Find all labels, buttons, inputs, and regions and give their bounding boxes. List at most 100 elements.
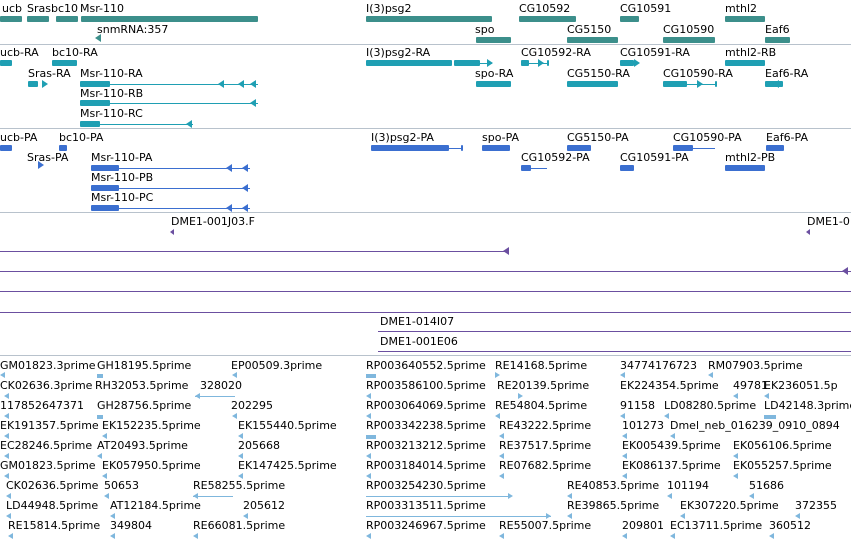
- est-feature[interactable]: [680, 513, 685, 519]
- est-feature[interactable]: [4, 433, 9, 439]
- est-feature[interactable]: [667, 493, 672, 499]
- est-label[interactable]: RM07903.5prime: [708, 359, 803, 372]
- est-label[interactable]: EK155440.5prime: [238, 419, 337, 432]
- transcript-label[interactable]: Eaf6-RA: [765, 67, 809, 80]
- est-feature[interactable]: [102, 433, 107, 439]
- est-feature[interactable]: [238, 433, 243, 439]
- est-label[interactable]: RP003342238.5prime: [366, 419, 486, 432]
- polypeptide-label[interactable]: Msr-110-PC: [91, 191, 154, 204]
- gene-feature[interactable]: [765, 37, 790, 43]
- est-label[interactable]: 205612: [243, 499, 285, 512]
- gene-feature[interactable]: [663, 37, 715, 43]
- transcript-feature[interactable]: [28, 81, 38, 87]
- est-feature[interactable]: [366, 473, 371, 479]
- gene-feature[interactable]: [95, 34, 101, 42]
- est-label[interactable]: LD08280.5prime: [664, 399, 757, 412]
- est-label[interactable]: AT12184.5prime: [110, 499, 201, 512]
- est-feature[interactable]: [670, 433, 675, 439]
- est-feature[interactable]: [238, 473, 243, 479]
- est-feature[interactable]: [664, 413, 669, 419]
- est-label[interactable]: 349804: [110, 519, 152, 532]
- est-feature[interactable]: [102, 473, 107, 479]
- gene-label[interactable]: snmRNA:357: [97, 23, 169, 36]
- transcript-feature[interactable]: [476, 81, 511, 87]
- est-feature[interactable]: [366, 516, 551, 517]
- est-feature[interactable]: [110, 533, 115, 539]
- polypeptide-feature[interactable]: [461, 145, 463, 151]
- est-feature[interactable]: [4, 393, 9, 399]
- polypeptide-feature[interactable]: [521, 165, 531, 171]
- est-feature[interactable]: [495, 413, 500, 419]
- est-label[interactable]: 50653: [104, 479, 139, 492]
- polypeptide-feature[interactable]: [482, 145, 510, 151]
- est-label[interactable]: RE37517.5prime: [499, 439, 592, 452]
- transcript-label[interactable]: CG10592-RA: [521, 46, 591, 59]
- est-feature[interactable]: [708, 372, 713, 378]
- est-feature[interactable]: [567, 493, 572, 499]
- est-feature[interactable]: [567, 513, 572, 519]
- transcript-label[interactable]: bc10-RA: [52, 46, 98, 59]
- est-feature[interactable]: [193, 493, 198, 499]
- transcript-label[interactable]: I(3)psg2-RA: [366, 46, 431, 59]
- est-label[interactable]: RE15814.5prime: [8, 519, 101, 532]
- gene-label[interactable]: ucb: [2, 2, 23, 15]
- gene-feature[interactable]: [567, 37, 618, 43]
- clone-strand-arrow[interactable]: [806, 229, 810, 235]
- est-label[interactable]: EK005439.5prime: [622, 439, 721, 452]
- polypeptide-feature[interactable]: [725, 165, 765, 171]
- transcript-label[interactable]: CG5150-RA: [567, 67, 630, 80]
- est-feature[interactable]: [546, 513, 551, 519]
- gene-feature[interactable]: [519, 16, 576, 22]
- polypeptide-label[interactable]: Sras-PA: [27, 151, 69, 164]
- est-feature[interactable]: [6, 493, 11, 499]
- est-label[interactable]: EK055257.5prime: [733, 459, 832, 472]
- est-feature[interactable]: [499, 453, 504, 459]
- est-label[interactable]: 202295: [231, 399, 273, 412]
- est-label[interactable]: Dmel_neb_016239_0910_0894: [670, 419, 840, 432]
- transcript-label[interactable]: CG10590-RA: [663, 67, 733, 80]
- est-label[interactable]: 34774176723: [620, 359, 697, 372]
- clone-strand-arrow[interactable]: [170, 229, 174, 235]
- gene-feature[interactable]: [476, 37, 511, 43]
- est-feature[interactable]: [769, 533, 774, 539]
- est-label[interactable]: 372355: [795, 499, 837, 512]
- transcript-feature[interactable]: [725, 60, 765, 66]
- polypeptide-label[interactable]: CG5150-PA: [567, 131, 629, 144]
- est-label[interactable]: 328020: [200, 379, 242, 392]
- est-label[interactable]: EC28246.5prime: [0, 439, 93, 452]
- est-feature[interactable]: [232, 413, 237, 419]
- est-feature[interactable]: [518, 393, 523, 399]
- polypeptide-feature[interactable]: [620, 165, 634, 171]
- est-feature[interactable]: [366, 453, 371, 459]
- est-label[interactable]: RP003586100.5prime: [366, 379, 486, 392]
- gene-label[interactable]: CG10592: [519, 2, 571, 15]
- est-feature[interactable]: [670, 533, 675, 539]
- est-feature[interactable]: [495, 372, 500, 378]
- est-label[interactable]: RE55007.5prime: [499, 519, 592, 532]
- polypeptide-label[interactable]: CG10590-PA: [673, 131, 742, 144]
- transcript-label[interactable]: Msr-110-RB: [80, 87, 144, 100]
- est-feature[interactable]: [733, 473, 738, 479]
- est-label[interactable]: EK056106.5prime: [733, 439, 832, 452]
- est-feature[interactable]: [622, 433, 627, 439]
- clone-feature[interactable]: [0, 312, 851, 313]
- clone-feature[interactable]: [378, 351, 851, 352]
- est-label[interactable]: RP003184014.5prime: [366, 459, 486, 472]
- clone-feature[interactable]: [378, 331, 851, 332]
- est-label[interactable]: GM01823.5prime: [0, 459, 96, 472]
- transcript-feature[interactable]: [0, 60, 12, 66]
- est-feature[interactable]: [8, 533, 13, 539]
- est-label[interactable]: EP00509.3prime: [231, 359, 323, 372]
- est-label[interactable]: RP003640552.5prime: [366, 359, 486, 372]
- est-feature[interactable]: [366, 496, 511, 497]
- est-label[interactable]: RP003213212.5prime: [366, 439, 486, 452]
- est-label[interactable]: RP003254230.5prime: [366, 479, 486, 492]
- clone-label[interactable]: DME1-014I07: [380, 315, 455, 328]
- est-feature[interactable]: [499, 533, 504, 539]
- clone-feature[interactable]: [0, 291, 851, 292]
- est-feature[interactable]: [795, 513, 800, 519]
- est-label[interactable]: LD42148.3prime: [764, 399, 851, 412]
- polypeptide-feature[interactable]: [91, 185, 119, 191]
- est-feature[interactable]: [4, 473, 9, 479]
- transcript-feature[interactable]: [620, 60, 634, 66]
